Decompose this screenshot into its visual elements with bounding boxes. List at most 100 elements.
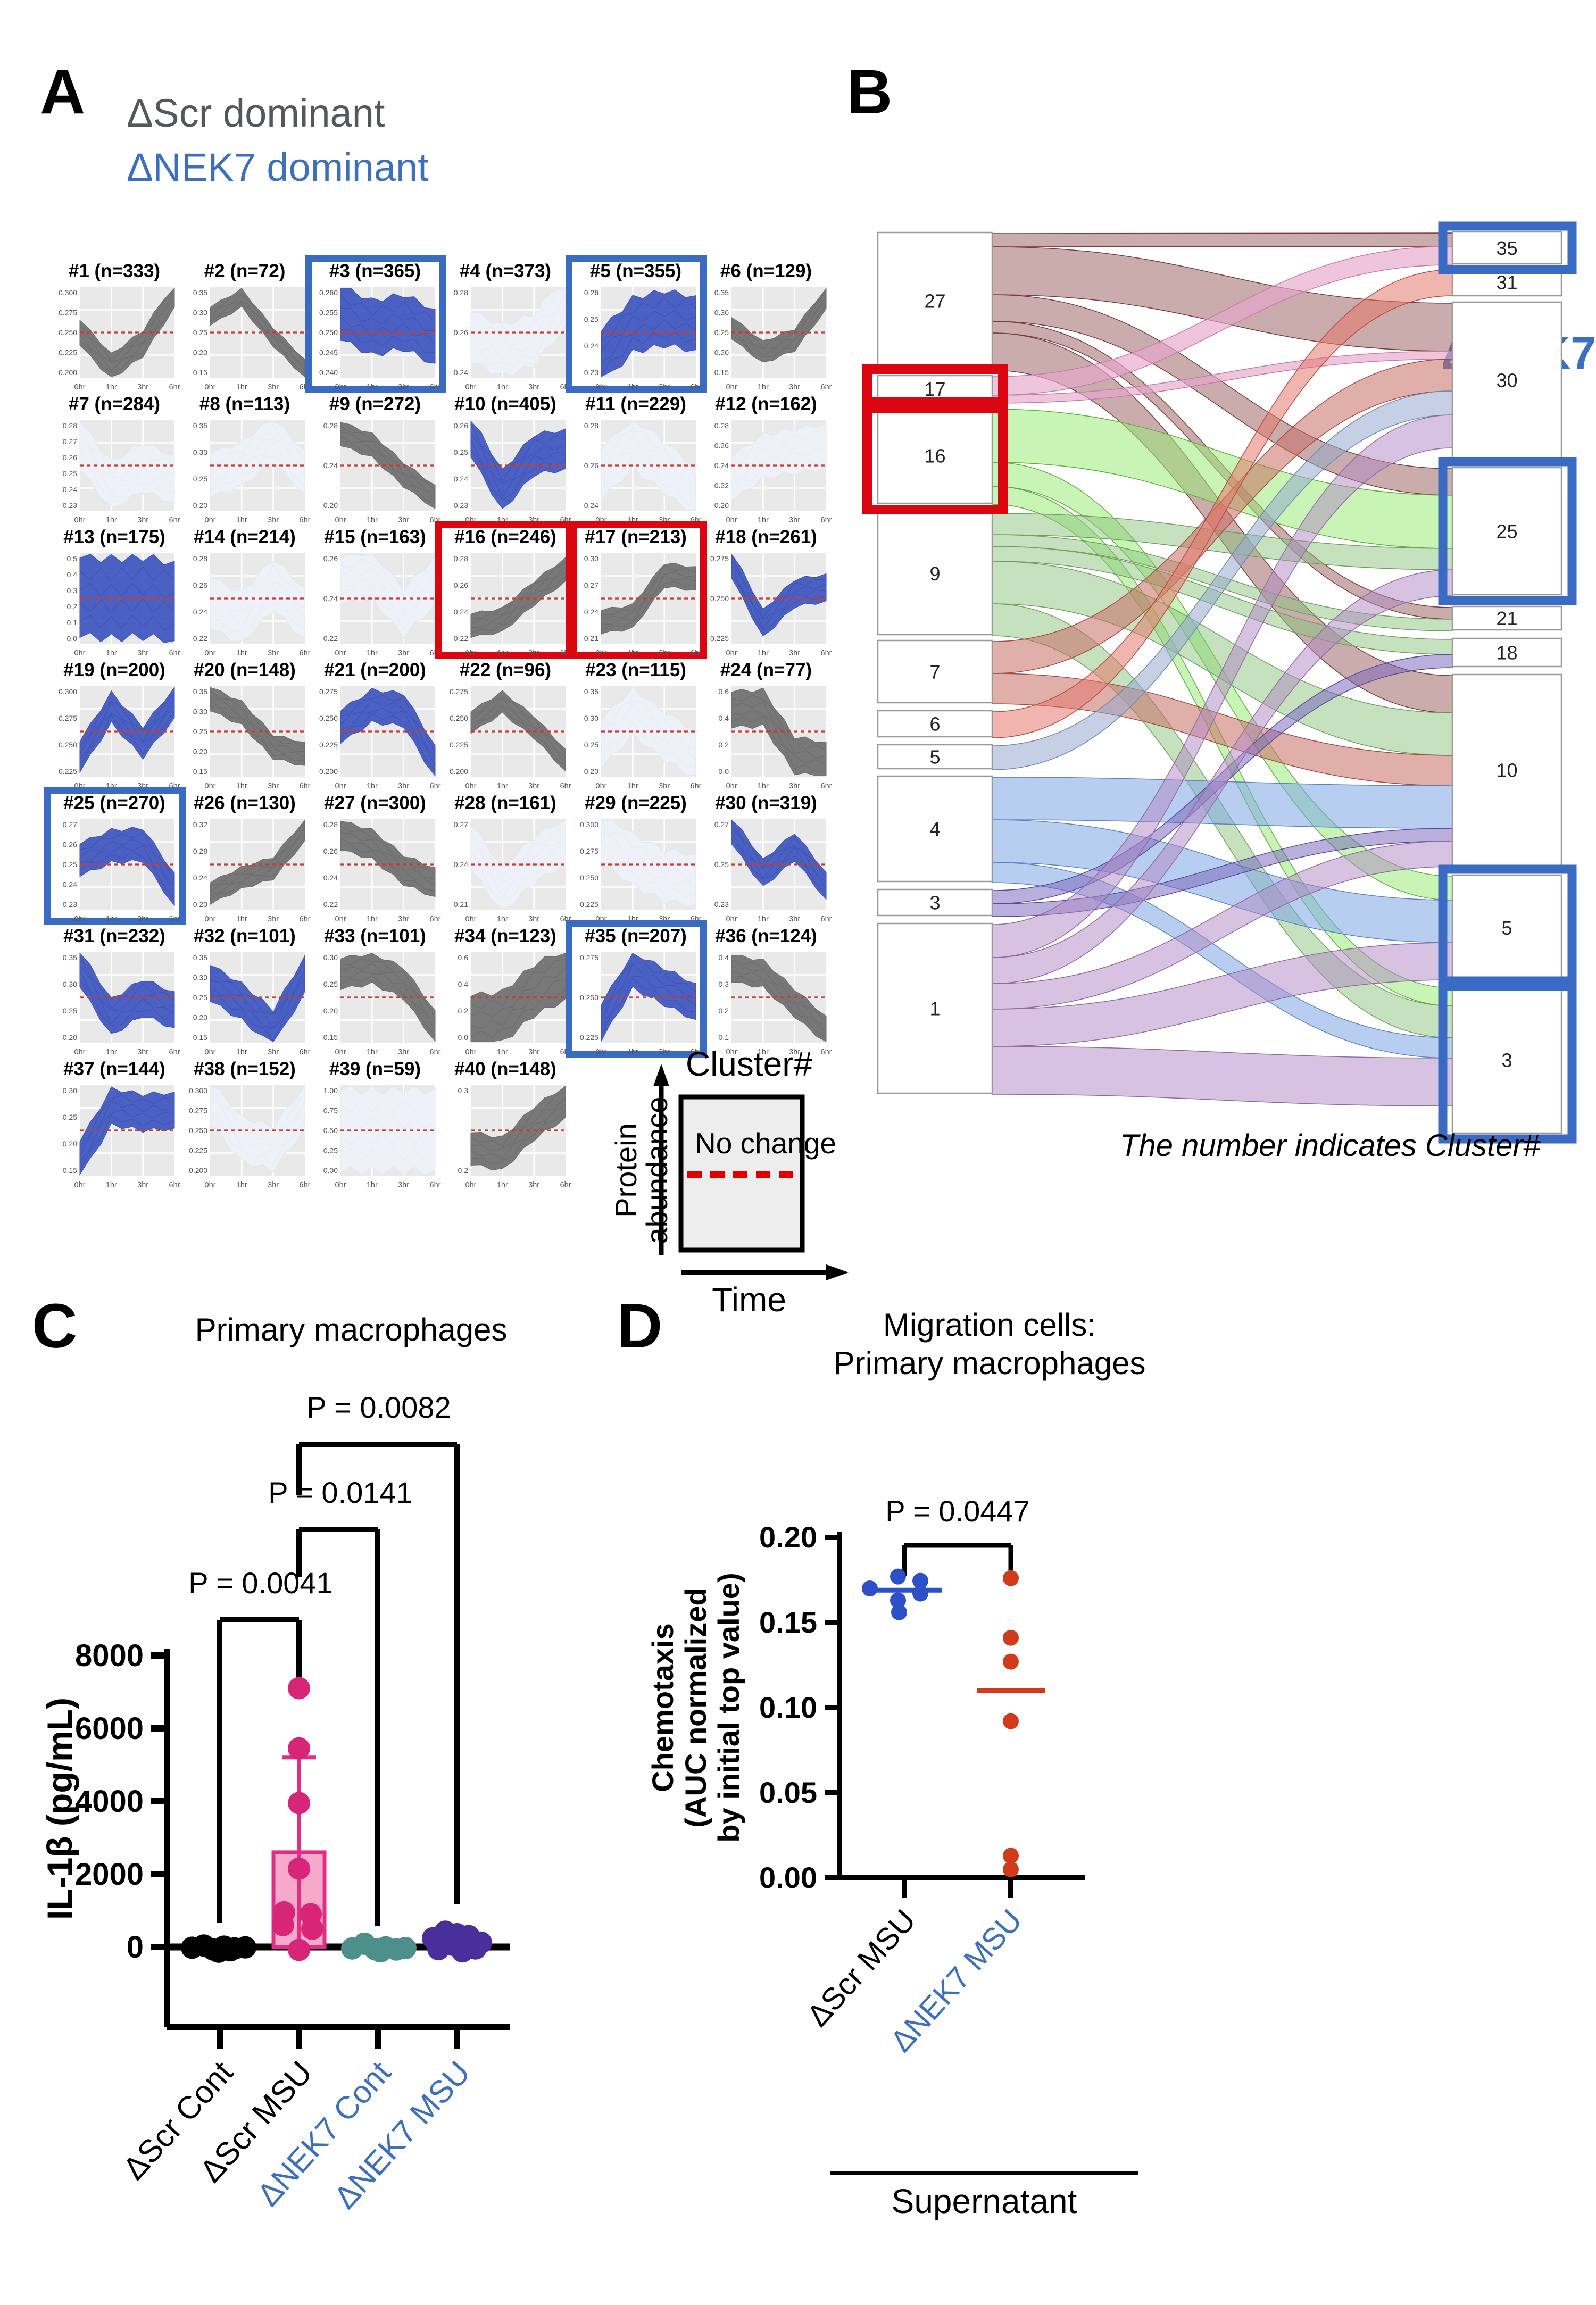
xtick: 3hr	[268, 1048, 279, 1056]
cluster-title-34: #34 (n=123)	[454, 926, 556, 946]
xtick: 0hr	[596, 782, 607, 790]
cluster-plot-14: #14 (n=214) 0.28 0.26 0.24 0.22 0hr 1hr 3hr 6hr	[181, 527, 311, 658]
ytick: 0.275	[580, 953, 598, 962]
xtick: 3hr	[268, 915, 279, 923]
sankey-flow-27-to-35	[992, 232, 1453, 247]
ytick: 0.4	[458, 980, 469, 988]
xtick: 1hr	[236, 1181, 247, 1189]
ytick: 0.225	[580, 900, 598, 909]
c-point-g3-8	[442, 1933, 464, 1956]
ytick: 0.30	[63, 1086, 77, 1095]
panel-d-title: Migration cells: Primary macrophages	[771, 1306, 1208, 1383]
xtick: 6hr	[560, 915, 571, 923]
cluster-band	[470, 420, 566, 509]
cluster-title-36: #36 (n=124)	[715, 926, 817, 946]
cluster-band	[210, 1085, 305, 1174]
cluster-plot-4: #4 (n=373) 0.28 0.26 0.24 0hr 1hr 3hr 6hr	[442, 261, 571, 392]
ytick: 0.300	[189, 1086, 207, 1095]
xtick: 6hr	[821, 782, 832, 790]
ytick: 0.24	[323, 873, 338, 882]
ytick: 0.35	[193, 953, 207, 962]
cluster-plot-24: #24 (n=77) 0.6 0.4 0.2 0.0 0hr 1hr 3hr 6hr	[702, 660, 832, 790]
cluster-title-30: #30 (n=319)	[715, 793, 817, 813]
blue-highlight-box-nek7-25	[1438, 457, 1577, 605]
xtick: 6hr	[300, 915, 311, 923]
cluster-band	[470, 288, 566, 376]
il1b-bar-chart: P = 0.0041 P = 0.0141 P = 0.0082 0 2000 4000 6…	[40, 1391, 510, 2215]
ytick: 0.23	[63, 501, 77, 510]
ytick: 0.3	[719, 980, 729, 988]
xtick: 1hr	[367, 383, 378, 392]
cluster-plot-1: #1 (n=333) 0.300 0.275 0.250 0.225 0.200 0hr 1h…	[51, 261, 180, 392]
xtick: 0hr	[205, 516, 216, 525]
ytick: 0.200	[319, 767, 338, 776]
xtick: 1hr	[497, 1181, 508, 1189]
ytick: 0.25	[323, 1146, 338, 1155]
ytick: 0.26	[584, 288, 598, 297]
xtick: 6hr	[300, 383, 311, 392]
sankey-node-nek7-3	[1451, 986, 1562, 1134]
cluster-plot-5: #5 (n=355) 0.26 0.25 0.24 0.23 0hr 1hr 3hr 6hr	[572, 261, 702, 392]
ytick: 0.24	[454, 608, 468, 616]
xtick: 3hr	[528, 1048, 539, 1056]
xtick: 1hr	[236, 782, 247, 790]
ytick: 0.35	[193, 421, 207, 430]
cluster-band	[601, 686, 696, 776]
xtick: 3hr	[528, 649, 539, 658]
ytick: 0.20	[714, 501, 729, 510]
ytick: 0.26	[454, 421, 468, 430]
xtick: 1hr	[106, 915, 117, 923]
cluster-svg-12: 0.28 0.26 0.24 0.22 0.20 0hr 1hr 3hr 6hr	[714, 420, 832, 525]
y-axis-arrowhead-icon	[653, 1064, 669, 1086]
pvalue-label-c-0: P = 0.0041	[188, 1566, 332, 1600]
cluster-svg-18: 0.275 0.250 0.225 0hr 1hr 3hr 6hr	[710, 553, 832, 658]
cluster-plot-13: #13 (n=175) 0.5 0.4 0.3 0.2 0.1 0.0 0hr 1hr 3hr 6h…	[51, 527, 180, 658]
cluster-band	[470, 1085, 566, 1171]
d-point-g1-4	[1003, 1848, 1019, 1864]
cluster-svg-32: 0.35 0.30 0.25 0.20 0.15 0hr 1hr 3hr 6hr	[193, 952, 311, 1056]
d-ytick-0.20: 0.20	[759, 1520, 817, 1554]
cluster-band	[731, 955, 827, 1043]
ytick: 0.25	[63, 469, 77, 478]
sankey-node-nek7-21	[1451, 605, 1562, 631]
xtick: 0hr	[335, 1048, 346, 1056]
ytick: 0.24	[323, 594, 338, 603]
ytick: 0.24	[323, 461, 338, 470]
d-point-g1-5	[1003, 1861, 1019, 1877]
cluster-plot-16: #16 (n=246) 0.28 0.26 0.24 0.22 0hr 1hr 3hr 6hr	[442, 527, 571, 658]
xtick: 6hr	[430, 782, 441, 790]
xtick: 3hr	[659, 915, 670, 923]
cluster-svg-27: 0.28 0.26 0.24 0.22 0hr 1hr 3hr 6hr	[323, 819, 441, 923]
cluster-plot-25: #25 (n=270) 0.27 0.26 0.25 0.24 0.23 0hr 1hr 3hr…	[51, 793, 180, 923]
xtick: 1hr	[497, 915, 508, 923]
xtick: 6hr	[691, 649, 702, 658]
cluster-plot-37: #37 (n=144) 0.30 0.25 0.20 0.15 0hr 1hr 3hr 6hr	[51, 1059, 180, 1189]
d-ytick-0.10: 0.10	[759, 1691, 817, 1724]
sankey-node-scr-4	[877, 775, 993, 883]
cluster-title-1: #1 (n=333)	[68, 261, 161, 281]
cluster-svg-19: 0.300 0.275 0.250 0.225 0hr 1hr 3hr 6hr	[59, 686, 180, 790]
ytick: 0.300	[59, 687, 77, 696]
xtick: 1hr	[106, 649, 117, 658]
red-highlight-box-scr-16	[862, 397, 1008, 514]
cluster-band	[601, 563, 696, 635]
sankey-node-scr-7	[877, 639, 993, 704]
xtick: 6hr	[430, 1048, 441, 1056]
xtick: 0hr	[205, 1048, 216, 1056]
cluster-title-24: #24 (n=77)	[720, 660, 812, 680]
xtick: 3hr	[398, 516, 409, 525]
supernatant-label: Supernatant	[892, 2182, 1077, 2220]
blue-highlight-box-nek7-5	[1438, 864, 1577, 991]
cluster-band	[210, 421, 305, 500]
xtick: 6hr	[691, 516, 702, 525]
sankey-node-label-scr-6: 6	[929, 713, 940, 735]
cluster-svg-7: 0.28 0.27 0.26 0.25 0.24 0.23 0hr 1hr 3hr 6hr	[63, 420, 180, 525]
sankey-node-label-nek7-21: 21	[1496, 608, 1517, 629]
c-point-g1-1	[288, 1737, 310, 1760]
xtick: 6hr	[169, 516, 180, 525]
xtick: 3hr	[528, 383, 539, 392]
ytick: 0.50	[323, 1126, 338, 1135]
cluster-plot-7: #7 (n=284) 0.28 0.27 0.26 0.25 0.24 0.23 0hr 1hr…	[51, 394, 180, 525]
blue-highlight-box-nek7-35	[1438, 221, 1577, 274]
xtick: 1hr	[236, 1048, 247, 1056]
